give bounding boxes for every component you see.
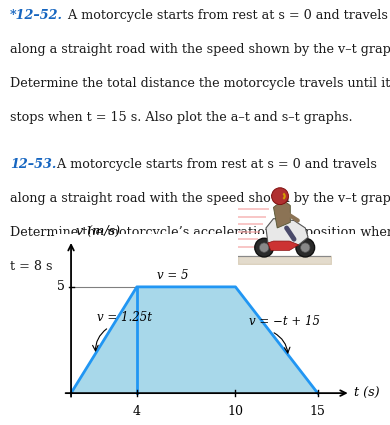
Circle shape xyxy=(259,243,269,252)
Text: t (s): t (s) xyxy=(354,387,379,399)
Text: *12–52.: *12–52. xyxy=(10,9,63,23)
Text: Determine the motorcycle’s acceleration and position when: Determine the motorcycle’s acceleration … xyxy=(10,226,390,239)
Text: v = 5: v = 5 xyxy=(156,269,188,283)
Text: 4: 4 xyxy=(133,405,141,418)
Text: A motorcycle starts from rest at s = 0 and travels: A motorcycle starts from rest at s = 0 a… xyxy=(60,9,388,23)
Text: 12–53.: 12–53. xyxy=(10,159,56,171)
Text: 5: 5 xyxy=(57,280,65,293)
Text: along a straight road with the speed shown by the v–t graph.: along a straight road with the speed sho… xyxy=(10,193,390,205)
Text: v = −t + 15: v = −t + 15 xyxy=(249,315,320,328)
Circle shape xyxy=(255,238,273,257)
Circle shape xyxy=(296,238,315,257)
Polygon shape xyxy=(273,200,290,228)
Circle shape xyxy=(301,243,310,252)
Text: Determine the total distance the motorcycle travels until it: Determine the total distance the motorcy… xyxy=(10,77,390,90)
Text: t = 8 s and t = 12 s.: t = 8 s and t = 12 s. xyxy=(10,260,139,273)
Circle shape xyxy=(271,188,289,204)
Text: A motorcycle starts from rest at s = 0 and travels: A motorcycle starts from rest at s = 0 a… xyxy=(49,159,377,171)
Text: v = 1.25t: v = 1.25t xyxy=(98,311,152,324)
Text: stops when t = 15 s. Also plot the a–t and s–t graphs.: stops when t = 15 s. Also plot the a–t a… xyxy=(10,111,353,124)
Polygon shape xyxy=(71,287,318,393)
Polygon shape xyxy=(266,218,308,245)
Text: 10: 10 xyxy=(227,405,243,418)
Text: v (m/s): v (m/s) xyxy=(76,225,120,238)
Text: along a straight road with the speed shown by the v–t graph.: along a straight road with the speed sho… xyxy=(10,43,390,56)
Text: 15: 15 xyxy=(310,405,326,418)
Polygon shape xyxy=(268,241,299,250)
